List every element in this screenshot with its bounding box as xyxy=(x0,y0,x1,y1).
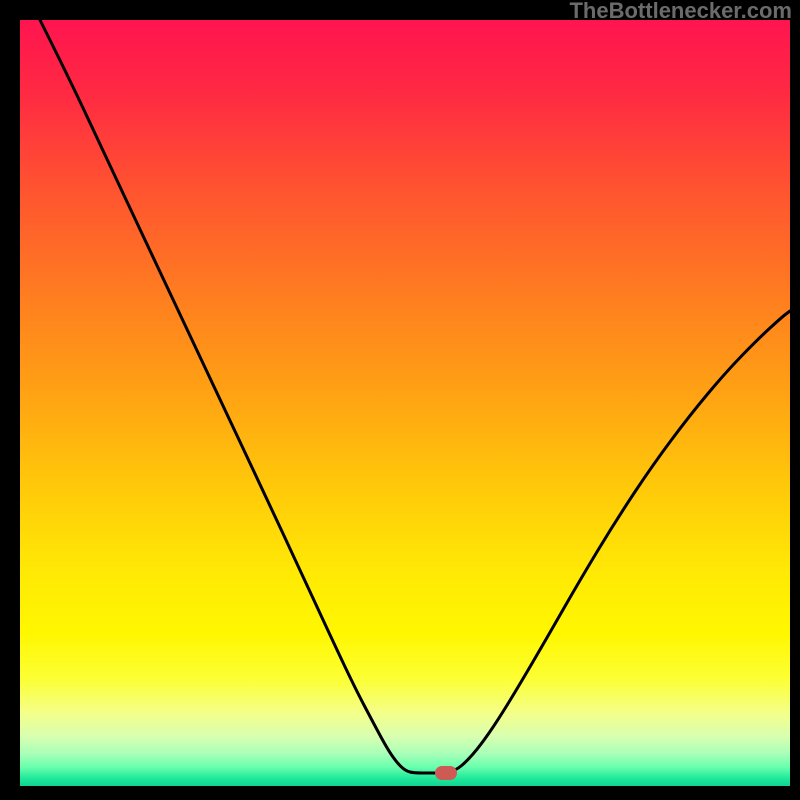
curve-path xyxy=(40,20,790,773)
bottleneck-curve xyxy=(0,0,800,800)
watermark-text: TheBottlenecker.com xyxy=(569,0,792,24)
optimal-marker xyxy=(435,766,457,780)
chart-stage: TheBottlenecker.com xyxy=(0,0,800,800)
